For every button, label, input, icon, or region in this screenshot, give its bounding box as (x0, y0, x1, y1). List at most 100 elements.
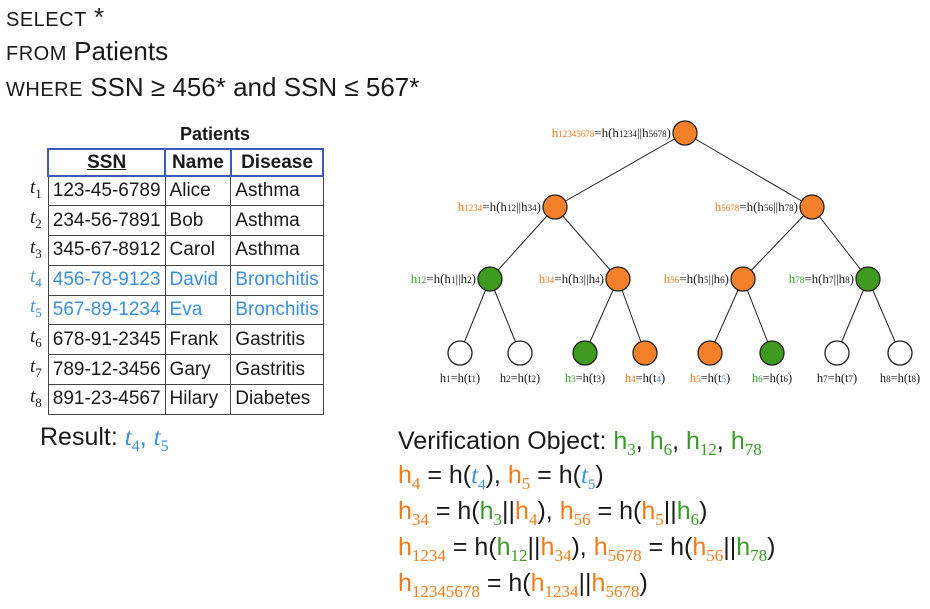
node-label-eq: =h(h (482, 199, 507, 214)
leaf-label-sub: 6 (758, 374, 763, 384)
vo-h3: h3 (479, 497, 503, 529)
node-label-h: h (715, 199, 722, 214)
node-label-left-child: 5 (704, 275, 709, 285)
vo-item-h3: h3 (613, 427, 636, 459)
leaf-label-h6: h6=h(t6) (752, 371, 792, 385)
vo-item-h78: h78 (730, 427, 762, 459)
tree-node-h5678 (799, 194, 825, 220)
leaf-label-eq: =h(t (828, 371, 849, 385)
sql-keyword-where: WHERE (6, 79, 83, 101)
node-label-id: 34 (545, 275, 555, 285)
vo-line-5: h12345678 = h(h1234||h5678) (398, 566, 648, 609)
tree-edge (867, 278, 901, 354)
header-ssn: SSN (47, 148, 167, 177)
leaf-label-sub: 8 (886, 374, 891, 384)
node-label-left-child: 1234 (619, 129, 638, 139)
table-header-row: SSN Name Disease (26, 148, 325, 177)
cell-ssn: 789-12-3456 (47, 354, 166, 386)
leaf-label-h: h (817, 371, 824, 385)
leaf-label-eq: =h(t (451, 371, 472, 385)
leaf-label-h8: h8=h(t8) (880, 371, 920, 385)
leaf-label-eq: =h(t (763, 371, 784, 385)
cell-name: Bob (164, 205, 232, 237)
leaf-label-close: ) (726, 371, 730, 385)
node-label-right-child: 78 (785, 203, 795, 213)
vo-item-h12: h12 (686, 427, 717, 459)
node-label-h: h (552, 125, 559, 140)
node-label-id: 56 (670, 275, 680, 285)
vo-close: ) (537, 497, 546, 525)
leaf-label-tsub: 2 (532, 374, 537, 384)
vo-line-2: h4 = h(t4), h5 = h(t5) (398, 458, 604, 502)
cell-ssn: 456-78-9123 (47, 264, 166, 296)
tree-edge (554, 206, 619, 280)
vo-eq: = h( (428, 497, 480, 525)
vo-close: ) (571, 533, 580, 561)
leaf-label-close: ) (476, 371, 480, 385)
leaf-label-tsub: 3 (597, 374, 602, 384)
cell-name: Eva (164, 294, 232, 326)
tree-edge (742, 278, 773, 354)
leaf-label-eq: =h(t (576, 371, 597, 385)
cell-name: Carol (164, 235, 232, 266)
node-label-concat: ||h (516, 199, 528, 214)
leaf-label-h: h (440, 371, 447, 385)
vo-h5: h5 (641, 497, 664, 529)
result-t5: t5 (153, 424, 169, 455)
cell-ssn: 567-89-1234 (47, 294, 166, 326)
vo-h1234: h1234 (398, 533, 446, 565)
vo-concat: || (723, 533, 737, 561)
tree-edge (459, 278, 491, 354)
sql-select-line: SELECT * (6, 2, 104, 35)
leaf-label-h: h (690, 371, 697, 385)
vo-h5678: h5678 (593, 533, 642, 565)
leaf-label-sub: 7 (823, 374, 828, 384)
node-label-concat: ||h (833, 271, 845, 286)
cell-ssn: 891-23-4567 (47, 384, 166, 415)
vo-concat: || (663, 497, 677, 525)
leaf-label-tsub: 6 (784, 374, 789, 384)
node-label-left-child: 3 (579, 275, 584, 285)
cell-disease: Asthma (230, 235, 324, 266)
tree-leaf-h3 (572, 340, 598, 366)
vo-close: ) (485, 461, 494, 489)
node-label-h: h (411, 271, 418, 286)
vo-h4: h4 (515, 497, 538, 529)
tree-leaf-h2 (507, 340, 533, 366)
tree-edge (742, 206, 813, 280)
cell-name: Gary (164, 354, 232, 386)
vo-h56: h56 (692, 533, 724, 565)
node-label-h: h (458, 199, 465, 214)
vo-h78: h78 (736, 533, 768, 565)
node-label-close: ) (537, 199, 541, 214)
leaf-label-sub: 5 (696, 374, 701, 384)
tree-edge (836, 278, 869, 354)
leaf-label-eq: =h(t (511, 371, 532, 385)
vo-h12: h12 (496, 533, 528, 565)
node-label-close: ) (850, 271, 854, 286)
node-label-h: h (664, 271, 671, 286)
vo-close: ) (639, 569, 648, 597)
leaf-label-h: h (880, 371, 887, 385)
vo-line-4: h1234 = h(h12||h34), h5678 = h(h56||h78) (398, 530, 775, 573)
leaf-label-h7: h7=h(t7) (817, 371, 857, 385)
leaf-label-h: h (625, 371, 632, 385)
result-separator: , (139, 423, 154, 451)
leaf-label-tsub: 5 (722, 374, 727, 384)
leaf-label-h: h (565, 371, 572, 385)
node-label-concat: ||h (708, 271, 720, 286)
vo-tuple: t5 (580, 462, 596, 493)
leaf-label-close: ) (853, 371, 857, 385)
vo-line-1: Verification Object: h3, h6, h12, h78 (398, 424, 762, 467)
node-label-h56: h56=h(h5||h6) (664, 271, 729, 286)
row-label: t3 (30, 236, 42, 261)
node-label-right-child: 6 (720, 275, 725, 285)
leaf-label-h: h (500, 371, 507, 385)
table-row: t7 789-12-3456 Gary Gastritis (26, 354, 324, 386)
node-label-concat: ||h (583, 271, 595, 286)
node-label-right-child: 2 (467, 275, 472, 285)
leaf-label-close: ) (916, 371, 920, 385)
sql-keyword-select: SELECT (6, 9, 87, 31)
row-label: t4 (30, 266, 42, 291)
